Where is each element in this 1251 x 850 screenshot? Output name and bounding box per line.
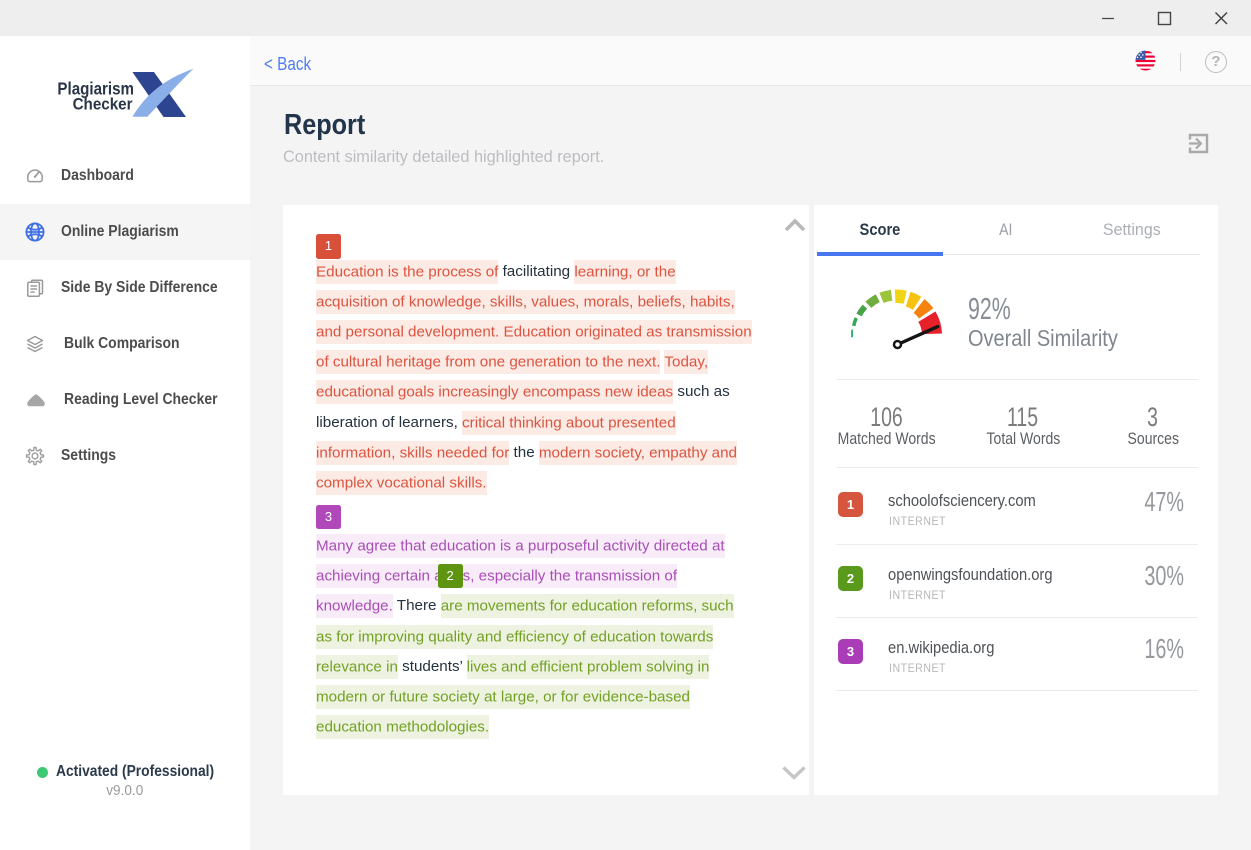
- svg-text:Checker: Checker: [73, 95, 134, 113]
- svg-text:Plagiarism: Plagiarism: [57, 78, 134, 98]
